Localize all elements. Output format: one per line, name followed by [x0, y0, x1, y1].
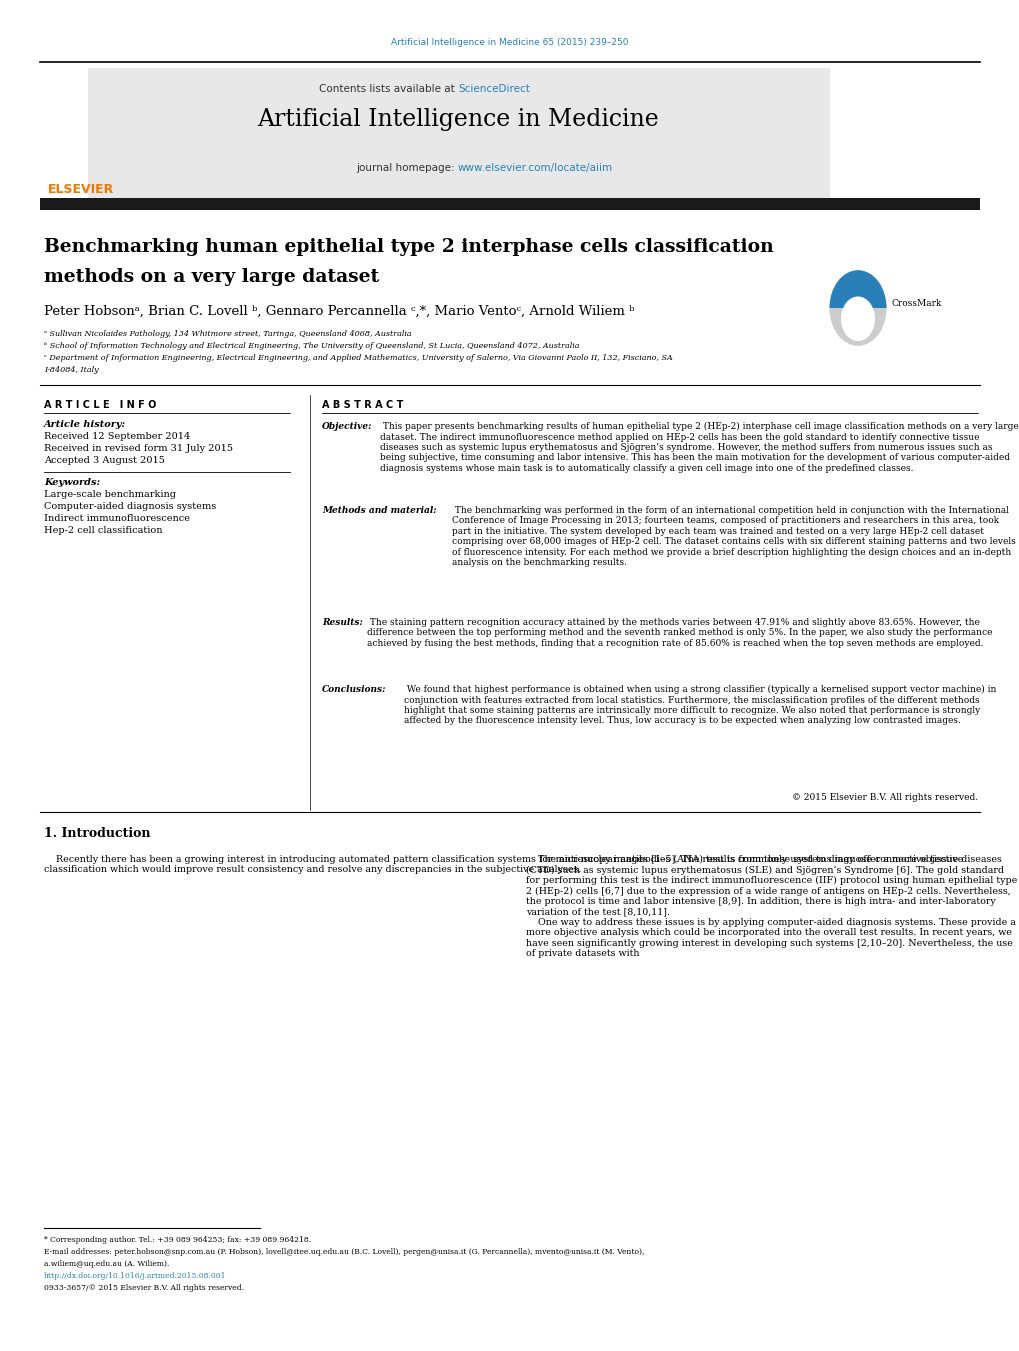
Text: Hep-2 cell classification: Hep-2 cell classification [44, 526, 162, 535]
Text: www.elsevier.com/locate/aiim: www.elsevier.com/locate/aiim [458, 163, 612, 173]
Text: A B S T R A C T: A B S T R A C T [322, 400, 403, 409]
Text: a.wiliem@uq.edu.au (A. Wiliem).: a.wiliem@uq.edu.au (A. Wiliem). [44, 1260, 169, 1269]
Text: Keywords:: Keywords: [44, 478, 100, 486]
Text: Article history:: Article history: [44, 420, 126, 430]
Text: * Corresponding author. Tel.: +39 089 964253; fax: +39 089 964218.: * Corresponding author. Tel.: +39 089 96… [44, 1236, 311, 1244]
Text: The benchmarking was performed in the form of an international competition held : The benchmarking was performed in the fo… [451, 507, 1015, 567]
Text: The anti-nuclear antibodies (ANA) test is commonly used to diagnose connective t: The anti-nuclear antibodies (ANA) test i… [526, 855, 1016, 958]
Text: Accepted 3 August 2015: Accepted 3 August 2015 [44, 457, 165, 465]
Text: © 2015 Elsevier B.V. All rights reserved.: © 2015 Elsevier B.V. All rights reserved… [791, 793, 977, 802]
Text: This paper presents benchmarking results of human epithelial type 2 (HEp-2) inte: This paper presents benchmarking results… [380, 422, 1018, 473]
Text: Large-scale benchmarking: Large-scale benchmarking [44, 490, 176, 499]
Text: We found that highest performance is obtained when using a strong classifier (ty: We found that highest performance is obt… [404, 685, 996, 725]
Text: http://dx.doi.org/10.1016/j.artmed.2015.08.001: http://dx.doi.org/10.1016/j.artmed.2015.… [44, 1273, 226, 1279]
Text: ᵃ Sullivan Nicolaides Pathology, 134 Whitmore street, Taringa, Queensland 4068, : ᵃ Sullivan Nicolaides Pathology, 134 Whi… [44, 330, 412, 338]
FancyBboxPatch shape [88, 68, 829, 208]
Text: Received in revised form 31 July 2015: Received in revised form 31 July 2015 [44, 444, 232, 453]
Text: Recently there has been a growing interest in introducing automated pattern clas: Recently there has been a growing intere… [44, 855, 962, 874]
Text: Results:: Results: [322, 617, 363, 627]
Text: ScienceDirect: ScienceDirect [458, 84, 529, 95]
Wedge shape [828, 308, 886, 346]
Text: Contents lists available at: Contents lists available at [319, 84, 458, 95]
Text: Computer-aided diagnosis systems: Computer-aided diagnosis systems [44, 503, 216, 511]
Circle shape [841, 297, 873, 340]
Text: Methods and material:: Methods and material: [322, 507, 436, 515]
Text: Indirect immunofluorescence: Indirect immunofluorescence [44, 513, 190, 523]
Text: CrossMark: CrossMark [891, 300, 942, 308]
Text: Received 12 September 2014: Received 12 September 2014 [44, 432, 191, 440]
Bar [40, 199, 979, 209]
Text: A R T I C L E   I N F O: A R T I C L E I N F O [44, 400, 156, 409]
Text: ELSEVIER: ELSEVIER [48, 182, 114, 196]
Wedge shape [828, 270, 886, 308]
Text: 0933-3657/© 2015 Elsevier B.V. All rights reserved.: 0933-3657/© 2015 Elsevier B.V. All right… [44, 1283, 244, 1292]
Text: ᶜ Department of Information Engineering, Electrical Engineering, and Applied Mat: ᶜ Department of Information Engineering,… [44, 354, 673, 362]
Text: ᵇ School of Information Technology and Electrical Engineering, The University of: ᵇ School of Information Technology and E… [44, 342, 579, 350]
Text: Conclusions:: Conclusions: [322, 685, 386, 694]
Text: Benchmarking human epithelial type 2 interphase cells classification: Benchmarking human epithelial type 2 int… [44, 238, 773, 255]
Text: Objective:: Objective: [322, 422, 372, 431]
Text: Artificial Intelligence in Medicine 65 (2015) 239–250: Artificial Intelligence in Medicine 65 (… [391, 38, 628, 47]
Text: E-mail addresses: peter.hobson@snp.com.au (P. Hobson), lovell@itee.uq.edu.au (B.: E-mail addresses: peter.hobson@snp.com.a… [44, 1248, 644, 1256]
Text: 1. Introduction: 1. Introduction [44, 827, 151, 840]
Text: journal homepage:: journal homepage: [356, 163, 458, 173]
Text: methods on a very large dataset: methods on a very large dataset [44, 267, 379, 286]
Text: Peter Hobsonᵃ, Brian C. Lovell ᵇ, Gennaro Percannella ᶜ,*, Mario Ventoᶜ, Arnold : Peter Hobsonᵃ, Brian C. Lovell ᵇ, Gennar… [44, 305, 634, 317]
Text: Artificial Intelligence in Medicine: Artificial Intelligence in Medicine [257, 108, 658, 131]
Text: The staining pattern recognition accuracy attained by the methods varies between: The staining pattern recognition accurac… [367, 617, 991, 647]
Text: I-84084, Italy: I-84084, Italy [44, 366, 99, 374]
